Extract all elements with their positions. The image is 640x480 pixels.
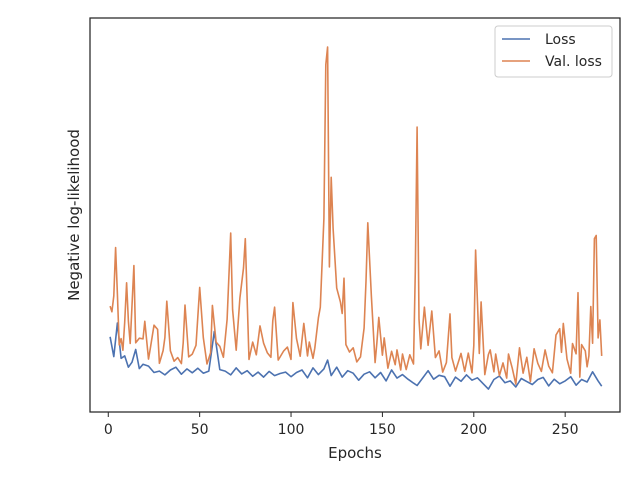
x-ticks: 0 50 100 150 200 250 [104, 412, 579, 438]
series-layer [109, 46, 603, 390]
x-tick-label: 0 [104, 422, 113, 438]
plot-background [90, 18, 620, 412]
series-line-val-loss [109, 46, 603, 385]
y-axis-label: Negative log-likelihood [65, 129, 83, 301]
x-tick-label: 150 [369, 422, 396, 438]
x-tick-label: 200 [460, 422, 487, 438]
x-tick-label: 50 [191, 422, 209, 438]
plot-frame [89, 17, 621, 413]
x-tick-label: 100 [278, 422, 305, 438]
series-line-loss [109, 322, 603, 390]
x-tick-label: 250 [552, 422, 579, 438]
legend-label-loss: Loss [545, 32, 576, 48]
legend-label-val-loss: Val. loss [545, 54, 602, 70]
x-axis-label: Epochs [328, 444, 382, 462]
legend: Loss Val. loss [494, 25, 613, 78]
